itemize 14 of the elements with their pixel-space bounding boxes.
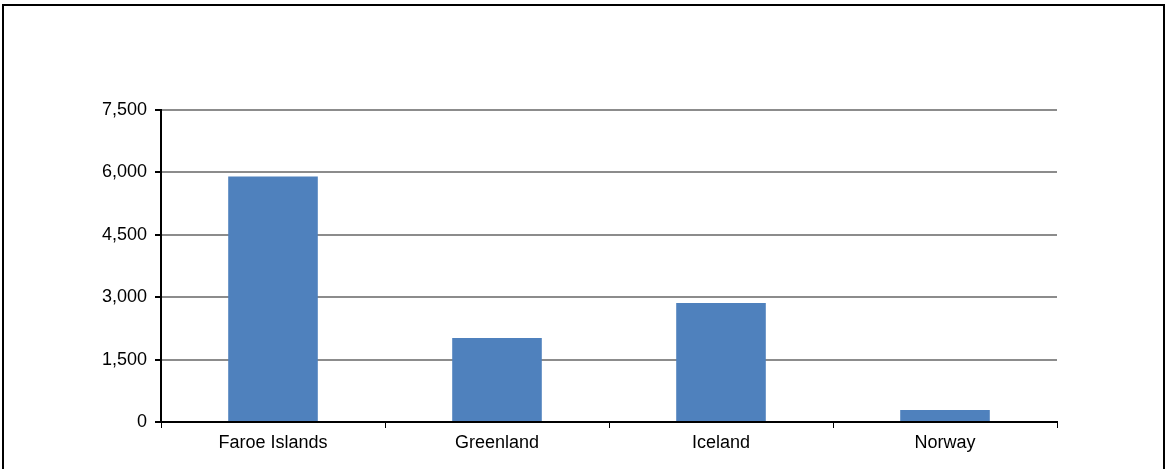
x-tick-label: Greenland [454, 431, 540, 452]
y-tick-label: 0 [136, 410, 147, 431]
x-tick-label: Norway [914, 431, 976, 452]
y-tick-label: 1,500 [101, 348, 147, 369]
bar [676, 303, 766, 421]
bar [228, 176, 318, 421]
bar [900, 409, 990, 421]
x-tick-label: Faroe Islands [218, 431, 328, 452]
y-tick-label: 4,500 [101, 223, 147, 244]
y-tick-label: 7,500 [101, 98, 147, 119]
bar [452, 337, 542, 421]
y-tick-label: 6,000 [101, 161, 147, 182]
x-tick-label: Iceland [691, 431, 751, 452]
y-tick-label: 3,000 [101, 286, 147, 307]
